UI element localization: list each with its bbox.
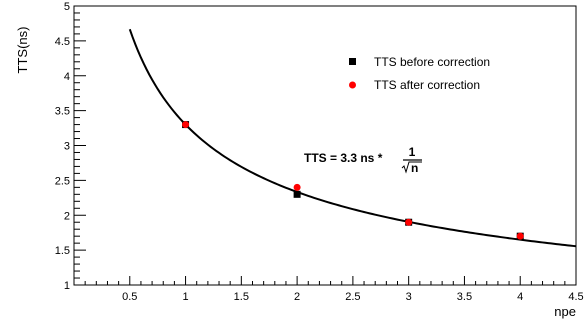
legend-marker-before — [349, 58, 356, 65]
plot-frame — [73, 5, 577, 286]
marker-after-correction — [182, 121, 190, 129]
y-tick-label: 3.5 — [55, 106, 70, 118]
y-axis-title: TTS(ns) — [15, 27, 30, 74]
x-tick-label: 4 — [517, 291, 523, 303]
legend-label-before: TTS before correction — [374, 55, 490, 69]
x-tick-label: 0.5 — [122, 291, 137, 303]
formula-prefix: TTS = 3.3 ns * — [304, 151, 383, 165]
tick-labels: 0.5 1 1.5 2 2.5 3 3.5 4 4.5 1 1.5 2 2.5 3 3.5 4 4.5 5 — [55, 1, 584, 303]
legend: TTS before correction TTS after correcti… — [349, 55, 490, 92]
x-tick-label: 1.5 — [234, 291, 249, 303]
y-tick-label: 1.5 — [55, 245, 70, 257]
marker-before-correction — [293, 190, 301, 198]
axis-ticks — [73, 5, 577, 286]
x-tick-label: 3.5 — [457, 291, 472, 303]
formula-denominator: n — [411, 161, 418, 175]
y-tick-label: 4 — [64, 71, 70, 83]
marker-after-correction — [293, 183, 301, 191]
x-axis-title: npe — [554, 304, 576, 319]
formula-annotation: TTS = 3.3 ns * 1 n — [304, 145, 422, 175]
marker-after-correction — [405, 218, 413, 226]
y-tick-label: 4.5 — [55, 36, 70, 48]
y-tick-label: 5 — [64, 1, 70, 13]
marker-after-correction — [516, 232, 524, 240]
legend-marker-after — [349, 81, 356, 89]
data-markers — [182, 121, 524, 240]
y-tick-label: 3 — [64, 141, 70, 153]
x-tick-label: 2.5 — [345, 291, 360, 303]
legend-label-after: TTS after correction — [374, 78, 480, 92]
x-tick-label: 2 — [294, 291, 300, 303]
y-tick-label: 2.5 — [55, 175, 70, 187]
formula-sqrt-sign — [401, 161, 422, 174]
y-tick-label: 1 — [64, 280, 70, 292]
fit-curve — [128, 28, 577, 248]
x-tick-label: 4.5 — [568, 291, 583, 303]
x-tick-label: 1 — [182, 291, 188, 303]
formula-numerator: 1 — [409, 145, 416, 159]
y-tick-label: 2 — [64, 210, 70, 222]
x-tick-label: 3 — [406, 291, 412, 303]
